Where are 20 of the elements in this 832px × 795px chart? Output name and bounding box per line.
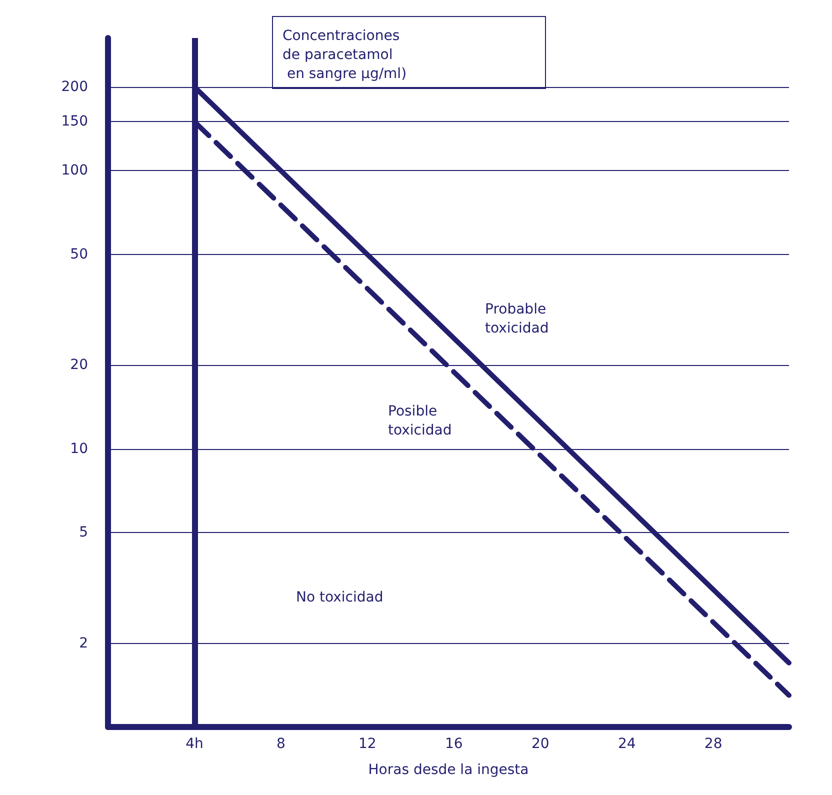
x-tick-label: 16	[444, 736, 463, 752]
y-axis-title: Concentraciones de paracetamol en sangre µg/ml)	[282, 28, 407, 82]
y-tick-label: 200	[61, 78, 88, 95]
x-tick-label: 28	[704, 736, 722, 752]
y-tick-label: 2	[79, 635, 88, 652]
x-tick-label: 8	[276, 736, 286, 752]
x-tick-label: 12	[358, 736, 376, 752]
x-tick-label: 4h	[186, 736, 204, 752]
y-tick-label: 10	[70, 440, 88, 457]
y-tick-label: 50	[70, 246, 88, 262]
x-tick-label: 24	[618, 736, 636, 752]
y-tick-label: 150	[61, 114, 88, 130]
y-tick-label: 20	[70, 357, 88, 374]
y-tick-label: 5	[79, 524, 88, 541]
annotation: Probable toxicidad	[485, 302, 549, 336]
x-tick-label: 20	[531, 736, 550, 752]
annotation: No toxicidad	[296, 590, 384, 606]
y-tick-label: 100	[61, 162, 88, 179]
x-axis-title: Horas desde la ingesta	[368, 762, 529, 778]
annotation: Posible toxicidad	[388, 404, 452, 438]
